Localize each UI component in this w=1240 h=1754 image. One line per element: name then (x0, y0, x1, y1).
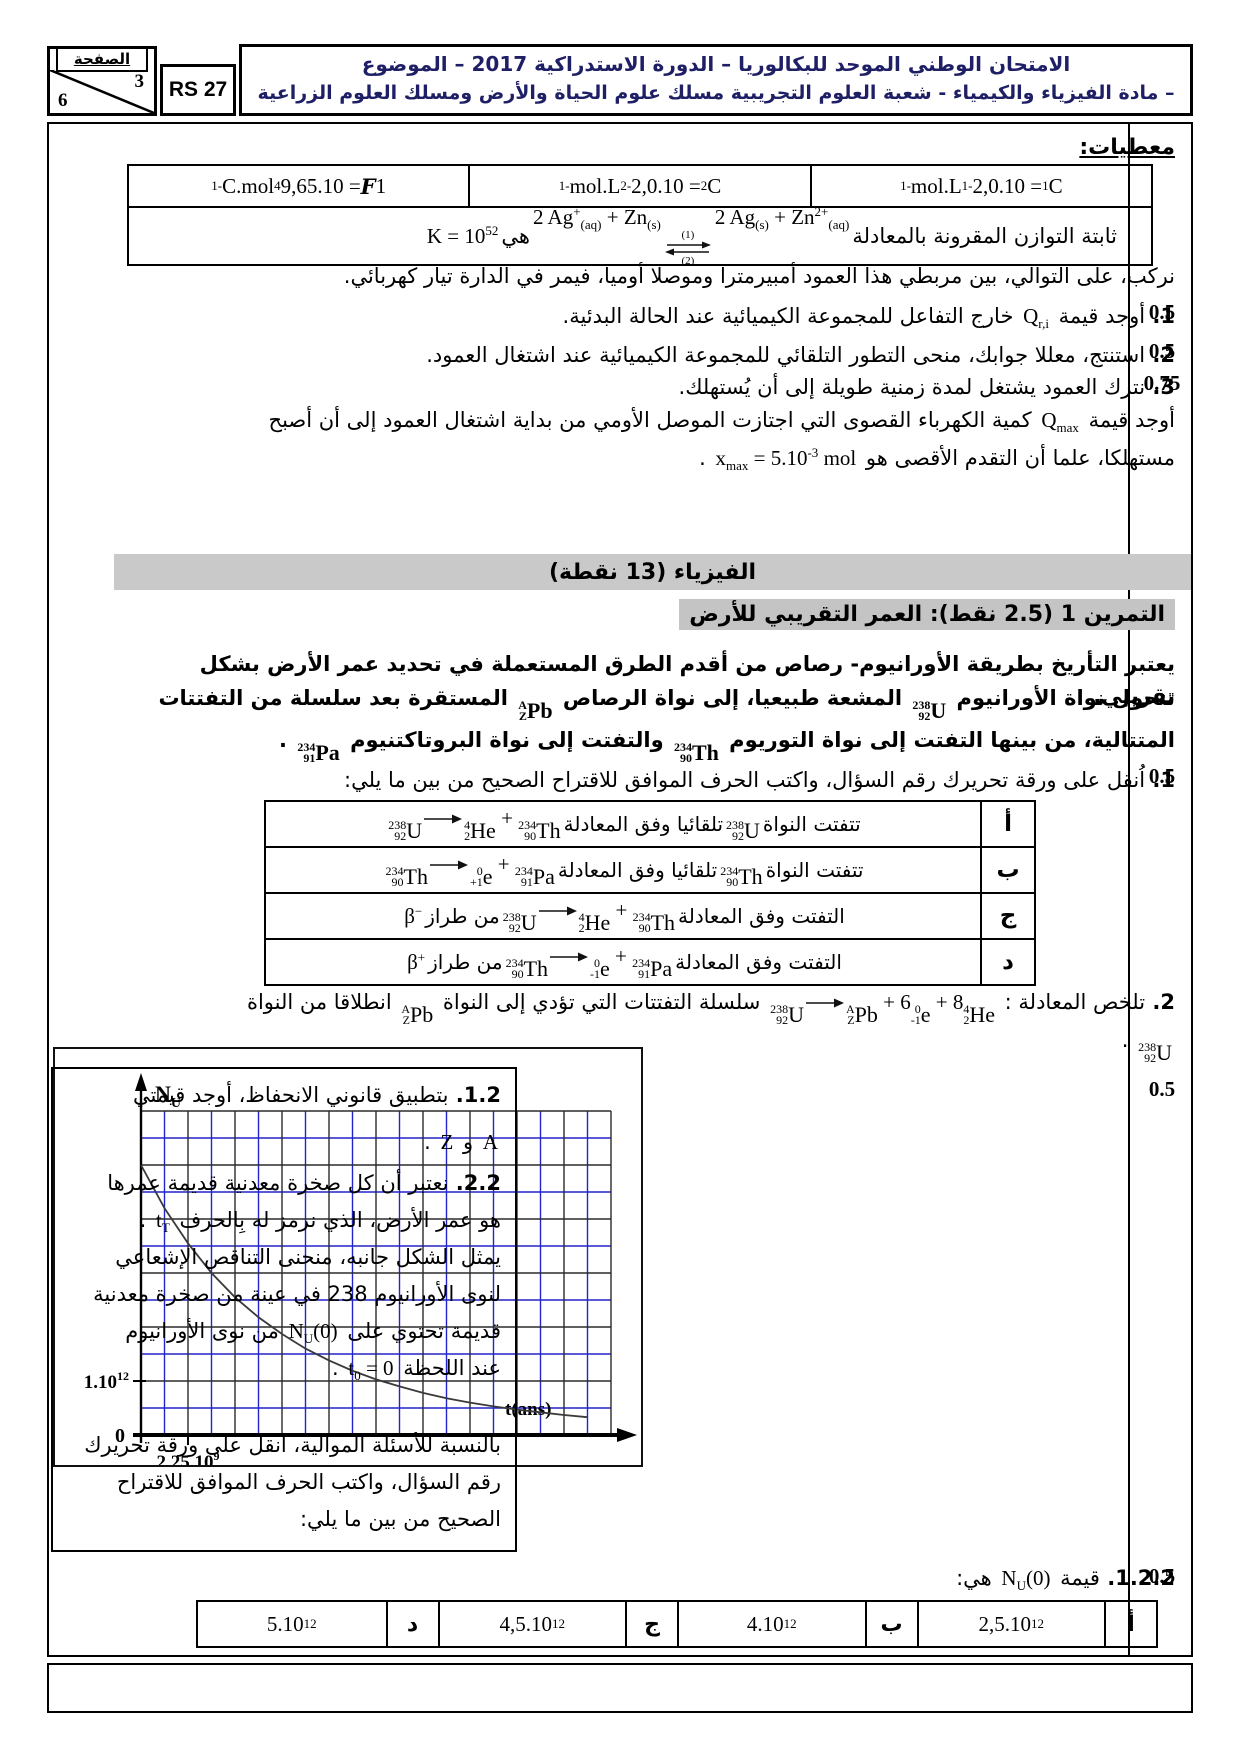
givens-row-equilibrium: ثابتة التوازن المقرونة بالمعادلة 2 Ag+(a… (426, 204, 1117, 267)
spacer (63, 1387, 501, 1427)
phys-q12-az: A و Z . (424, 1130, 498, 1154)
page-total: 6 (58, 90, 68, 111)
ex1-p3: المتتالية، من بينها التفتت إلى نواة التو… (279, 728, 1175, 765)
phys-note-l2: رقم السؤال، واكتب الحرف الموافق للاقتراح (116, 1470, 501, 1494)
phys-q22-l4: لنوى الأورانيوم 238 في عينة من صخرة معدن… (93, 1282, 501, 1306)
phys-q12: 1.2. بتطبيق قانوني الانحفاظ، أوجد قيمتي (132, 1083, 501, 1107)
phys-q2: 2. تلخص المعادلة : 238 92 U A Z Pb + 6 0 -1 e + … (246, 990, 1175, 1027)
answer-value-a: 2,5.10 12 (916, 1602, 1105, 1646)
exercise1-title: التمرين 1 (2.5 نقط): العمر التقريبي للأر… (679, 599, 1175, 630)
chem-q3: 3. نترك العمود يشتغل لمدة زمنية طويلة إل… (678, 375, 1175, 399)
option-row-b: ب تتفتت النواة 234 90 Th تلقائيا وفق المعا… (266, 848, 1034, 894)
option-content-c: التفتت وفق المعادلة 238 92 U 4 2 He + 234 90 Th… (404, 898, 845, 935)
header: الصفحة 3 6 RS 27 الامتحان الوطني الموحد … (47, 44, 1193, 116)
phys-q22-l5: قديمة تحتوي على NU(0) من نوى الأورانيوم (125, 1319, 501, 1347)
exam-code-box: RS 27 (160, 64, 236, 116)
givens-heading: معطيات: (1079, 135, 1175, 160)
score-phys-q122: 0.5 (1148, 1564, 1176, 1588)
phys-q22-l3: يمثل الشكل جانبه، منحنى التناقص الإشعاعي (115, 1245, 501, 1269)
option-content-d: التفتت وفق المعادلة 234 90 Th 0 -1 e + 234 91 P… (407, 944, 842, 981)
score-phys-q12: 0.5 (1148, 1077, 1176, 1101)
footer-empty-box (47, 1663, 1193, 1713)
score-chem-q2: 0.5 (1148, 339, 1176, 363)
answer-letter-a: أ (1104, 1602, 1156, 1646)
page-current: 3 (134, 71, 145, 92)
option-letter-d: د (980, 940, 1034, 984)
option-row-d: د التفتت وفق المعادلة 234 90 Th 0 -1 e + 234 9… (266, 940, 1034, 984)
phys-q122: 1.2.2. قيمة NU(0) هي: (956, 1566, 1175, 1594)
option-content-a: تتفتت النواة 238 92 U تلقائيا وفق المعادلة… (388, 806, 861, 843)
chem-q3c: مستهلكا، علما أن التقدم الأقصى هو xmax =… (699, 445, 1175, 474)
phys-note-l3: الصحيح من بين ما يلي: (299, 1507, 501, 1531)
score-chem-q1: 0.5 (1148, 300, 1176, 324)
mcq-options-table: أ تتفتت النواة 238 92 U تلقائيا وفق المعاد… (264, 800, 1036, 986)
chem-q3b: أوجد قيمة Qmax كمية الكهرباء القصوى التي… (268, 408, 1175, 436)
score-phys-q1: 0.5 (1148, 764, 1176, 788)
phys-note-l1: بالنسبة للأسئلة الموالية، انقل على ورقة … (84, 1433, 501, 1457)
chem-q1: 1. أوجد قيمة Qr,i خارج التفاعل للمجموعة … (562, 304, 1175, 332)
mcq-answers-table: أ 2,5.10 12 ب 4.10 12 ج 4,5.10 12 د 5.10 12 (196, 1600, 1158, 1648)
answer-letter-c: ج (625, 1602, 677, 1646)
phys-q2-cont: 238 92 U . (1121, 1028, 1172, 1065)
diagonal-line (50, 70, 154, 113)
phys-q22-l6: عند اللحظة t0 = 0 . (331, 1356, 501, 1384)
option-row-a: أ تتفتت النواة 238 92 U تلقائيا وفق المعاد… (266, 802, 1034, 848)
answer-value-b: 4.10 12 (677, 1602, 865, 1646)
phys-q22-l2: هو عمر الأرض، الذي نرمز له بِالحرف tT . (139, 1208, 501, 1236)
phys-q1: 1. اُنقل على ورقة تحريرك رقم السؤال، واك… (344, 768, 1175, 792)
page-label: الصفحة (56, 49, 148, 72)
answer-letter-b: ب (864, 1602, 917, 1646)
page-number-box: الصفحة 3 6 (47, 46, 157, 116)
chem-intro: نركب، على التوالي، بين مربطي هذا العمود … (343, 264, 1175, 288)
answer-value-c: 4,5.10 12 (437, 1602, 626, 1646)
chem-q2: 2. استنتج، معللا جوابك، منحى التطور التل… (426, 343, 1175, 367)
physics-section-header: الفيزياء (13 نقطة) (114, 554, 1191, 590)
option-letter-b: ب (980, 848, 1034, 892)
option-content-b: تتفتت النواة 234 90 Th تلقائيا وفق المعادل… (385, 852, 864, 889)
score-column-divider (1128, 124, 1130, 1655)
ex1-p2: تتحول نواة الأورانيوم 238 92 U المشعة طبيع… (158, 686, 1175, 723)
answer-value-d: 5.10 12 (266, 1611, 317, 1636)
score-chem-q3: 0.75 (1143, 371, 1181, 395)
answer-letter-d: د (385, 1602, 438, 1646)
decay-curve-figure: 1.1012 0 2,25.109 NU t(ans) (53, 1047, 643, 1473)
option-row-c: ج التفتت وفق المعادلة 238 92 U 4 2 He + 234 90… (266, 894, 1034, 940)
phys-q22-l1: 2.2. نعتبر أن كل صخرة معدنية قديمة عمرها (107, 1171, 501, 1195)
option-letter-c: ج (980, 894, 1034, 938)
svg-text:0: 0 (115, 1425, 125, 1447)
exam-title-line2: – مادة الفيزياء والكيمياء - شعبة العلوم … (257, 82, 1175, 104)
exam-title-box: الامتحان الوطني الموحد للبكالوريا – الدو… (239, 44, 1193, 116)
option-letter-a: أ (980, 802, 1034, 846)
exam-title-line1: الامتحان الوطني الموحد للبكالوريا – الدو… (361, 52, 1071, 76)
ex1-p1: يعتبر التأريخ بطريقة الأورانيوم- رصاص من… (199, 652, 1175, 708)
side-text-box: 1.2. بتطبيق قانوني الانحفاظ، أوجد قيمتي … (51, 1067, 517, 1552)
